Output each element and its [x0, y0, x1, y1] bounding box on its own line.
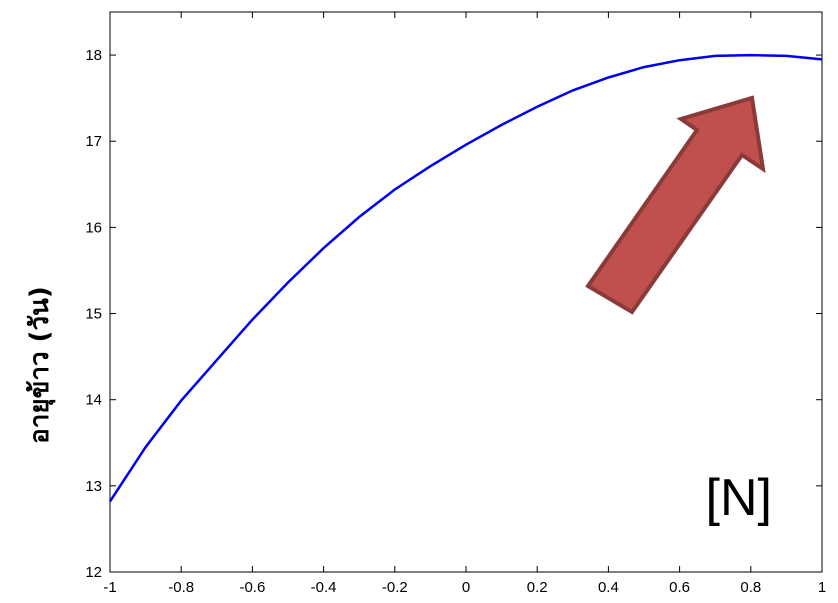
axis-ticks: [109, 12, 823, 573]
x-tick-label: 0.6: [669, 579, 690, 596]
y-tick-labels: 12 13 14 15 16 17 18: [85, 47, 102, 581]
y-tick-label: 16: [85, 219, 102, 236]
y-tick-label: 14: [85, 392, 102, 409]
x-tick-label: 0.8: [740, 579, 761, 596]
x-tick-label: -0.4: [311, 579, 337, 596]
x-tick-label: -0.8: [168, 579, 194, 596]
annotation-arrow: [585, 95, 766, 315]
y-tick-label: 15: [85, 306, 102, 323]
series-line: [108, 53, 823, 503]
y-tick-label: 17: [85, 133, 102, 150]
x-tick-label: 1: [818, 579, 826, 596]
x-tick-label: 0: [462, 579, 470, 596]
x-tick-label: 0.2: [527, 579, 548, 596]
x-tick-labels: -1 -0.8 -0.6 -0.4 -0.2 0 0.2 0.4 0.6 0.8 1: [103, 579, 826, 596]
annotation-label: [N]: [706, 469, 772, 527]
x-tick-label: -0.2: [382, 579, 408, 596]
x-tick-label: -0.6: [239, 579, 265, 596]
y-tick-label: 12: [85, 564, 102, 581]
x-tick-label: -1: [103, 579, 116, 596]
plot-area: [109, 11, 823, 573]
y-tick-label: 18: [85, 47, 102, 64]
y-axis-label: อายุข้าว (วัน): [25, 286, 56, 444]
y-tick-label: 13: [85, 478, 102, 495]
x-tick-label: 0.4: [598, 579, 619, 596]
